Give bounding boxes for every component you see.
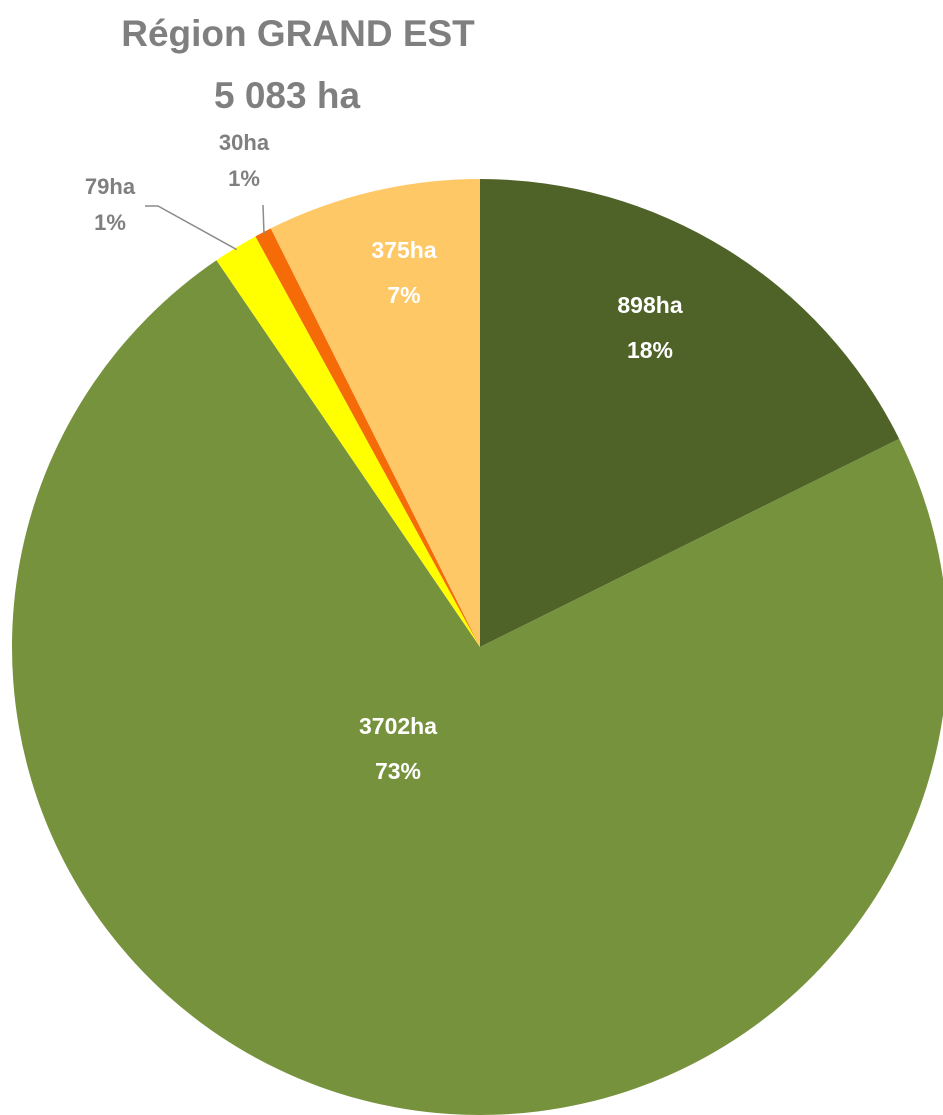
slice-percent-label: 18% bbox=[627, 337, 673, 363]
leader-line bbox=[145, 205, 238, 251]
slice-value-label: 375ha bbox=[371, 237, 436, 263]
slice-79ha bbox=[216, 236, 480, 647]
chart-title: Région GRAND EST bbox=[121, 13, 475, 54]
leader-lines bbox=[145, 204, 265, 251]
slice-value-label: 898ha bbox=[617, 292, 682, 318]
slice-898ha bbox=[480, 179, 900, 647]
slice-percent-label: 1% bbox=[228, 166, 260, 191]
leader-line bbox=[262, 204, 265, 235]
chart-subtitle: 5 083 ha bbox=[214, 75, 360, 116]
pie-slices bbox=[12, 179, 943, 1115]
slice-value-label: 79ha bbox=[85, 174, 136, 199]
slice-labels: 898ha 18% 3702ha 73% 79ha 1% 30ha 1% 375ha 7% bbox=[85, 130, 683, 784]
slice-percent-label: 73% bbox=[375, 758, 421, 784]
slice-3702ha bbox=[12, 260, 943, 1115]
slice-30ha bbox=[255, 228, 480, 648]
slice-value-label: 30ha bbox=[219, 130, 270, 155]
slice-375ha bbox=[270, 179, 480, 647]
slice-percent-label: 1% bbox=[94, 210, 126, 235]
slice-value-label: 3702ha bbox=[359, 713, 437, 739]
slice-percent-label: 7% bbox=[387, 282, 420, 308]
